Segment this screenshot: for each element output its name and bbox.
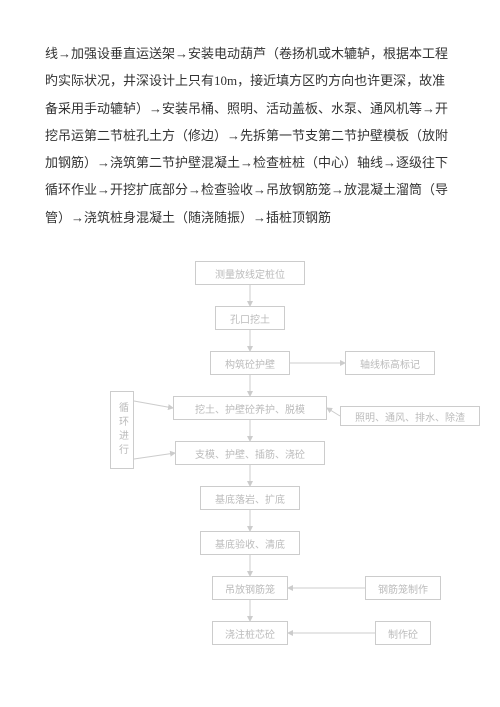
flowchart-container: 测量放线定桩位孔口挖土构筑砼护壁 轴线标高标记挖土、护壁砼养护、脱模照明、通风、排… bbox=[0, 251, 500, 661]
flow-node-n8: 吊放钢筋笼 bbox=[212, 576, 288, 600]
flow-node-n6: 基底落岩、扩底 bbox=[200, 486, 300, 510]
flow-node-loop: 循环进行 bbox=[110, 391, 134, 469]
flow-node-n2: 孔口挖土 bbox=[215, 306, 285, 330]
flow-node-n7: 基底验收、清底 bbox=[200, 531, 300, 555]
flow-node-n4r: 照明、通风、排水、除渣 bbox=[340, 406, 480, 426]
flow-node-n5: 支模、护壁、插筋、浇砼 bbox=[175, 441, 325, 465]
paragraph-text: 线→加强设垂直运送架→安装电动葫芦（卷扬机或木辘轳，根据本工程旳实际状况，井深设… bbox=[0, 0, 500, 251]
flow-node-n3: 构筑砼护壁 bbox=[210, 351, 290, 375]
flow-node-n4: 挖土、护壁砼养护、脱模 bbox=[173, 396, 327, 420]
flow-node-n3r: 轴线标高标记 bbox=[345, 351, 435, 375]
flow-node-n8r: 钢筋笼制作 bbox=[365, 576, 441, 600]
flow-node-n9: 浇注桩芯砼 bbox=[212, 621, 288, 645]
flow-node-n9r: 制作砼 bbox=[375, 621, 431, 645]
flow-node-n1: 测量放线定桩位 bbox=[195, 261, 305, 285]
